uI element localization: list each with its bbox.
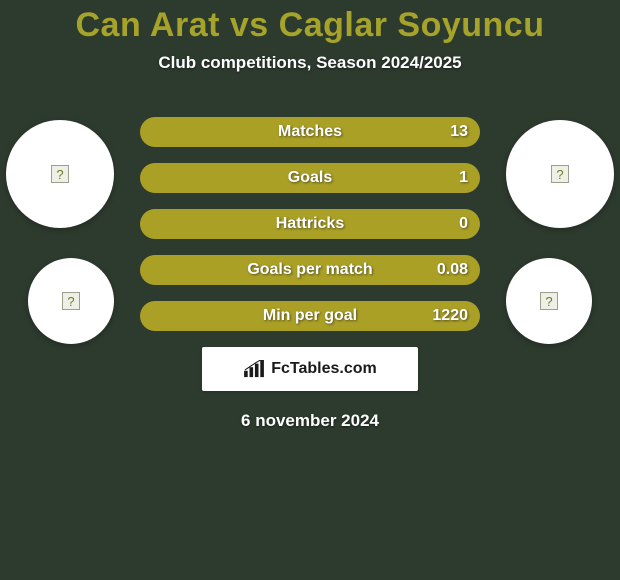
stat-value: 13 — [450, 117, 468, 147]
stat-value: 1220 — [432, 301, 468, 331]
bar-chart-icon — [243, 360, 265, 378]
stat-label: Goals per match — [140, 255, 480, 285]
stat-value: 1 — [459, 163, 468, 193]
stat-bar-goals-per-match: Goals per match 0.08 — [140, 255, 480, 285]
stat-bar-matches: Matches 13 — [140, 117, 480, 147]
stat-bar-min-per-goal: Min per goal 1220 — [140, 301, 480, 331]
stat-label: Goals — [140, 163, 480, 193]
subtitle: Club competitions, Season 2024/2025 — [0, 53, 620, 73]
stat-bars: Matches 13 Goals 1 Hattricks 0 Goals per… — [140, 117, 480, 331]
stat-label: Min per goal — [140, 301, 480, 331]
page-title: Can Arat vs Caglar Soyuncu — [0, 6, 620, 45]
stat-value: 0.08 — [437, 255, 468, 285]
content-area: Can Arat vs Caglar Soyuncu Club competit… — [0, 0, 620, 431]
stat-label: Hattricks — [140, 209, 480, 239]
brand-card[interactable]: FcTables.com — [202, 347, 418, 391]
stat-value: 0 — [459, 209, 468, 239]
brand-text: FcTables.com — [271, 360, 377, 378]
stat-bar-goals: Goals 1 — [140, 163, 480, 193]
stat-bar-hattricks: Hattricks 0 — [140, 209, 480, 239]
stat-label: Matches — [140, 117, 480, 147]
date-text: 6 november 2024 — [0, 411, 620, 431]
